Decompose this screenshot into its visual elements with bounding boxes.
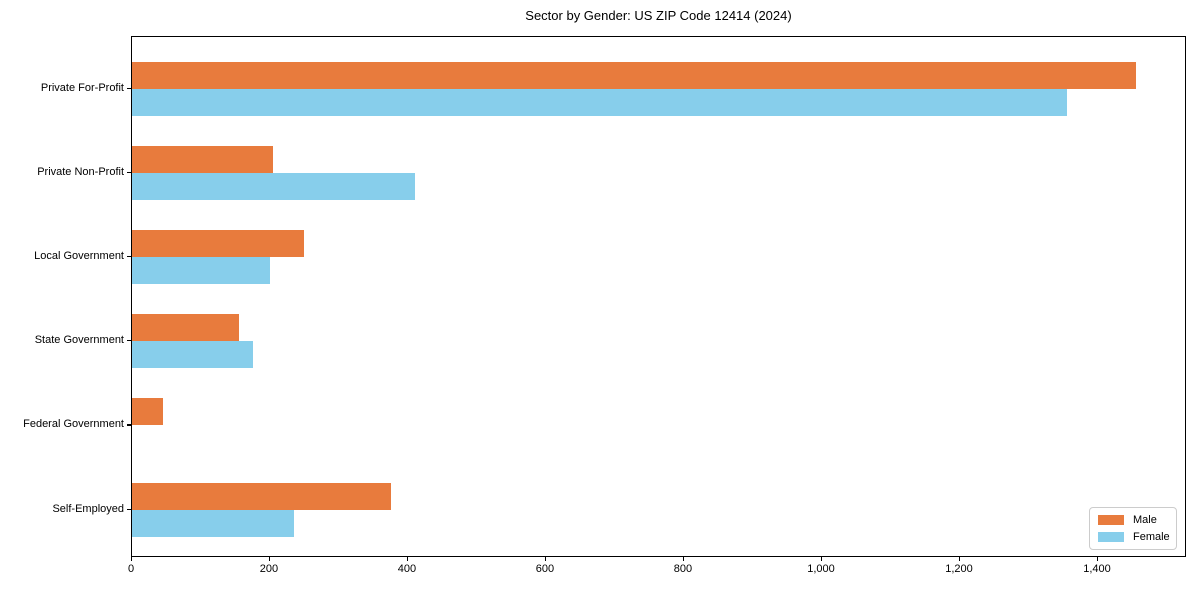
x-tick-mark <box>131 557 133 561</box>
x-tick-mark <box>268 557 271 561</box>
legend-item-female: Female <box>1098 531 1170 543</box>
x-tick-label: 800 <box>673 563 693 575</box>
y-tick-mark <box>127 340 131 342</box>
x-tick-mark <box>958 557 961 561</box>
x-tick-mark <box>1096 557 1099 561</box>
x-tick-label: 1,400 <box>1083 563 1111 575</box>
x-tick-label: 1,000 <box>807 563 835 575</box>
x-tick-mark <box>682 557 685 561</box>
x-tick-mark <box>406 557 409 561</box>
y-tick-mark <box>127 508 131 510</box>
x-tick-label: 400 <box>397 563 417 575</box>
x-tick-label: 200 <box>259 563 279 575</box>
bar-female-0 <box>132 88 1067 116</box>
bar-male-4 <box>132 398 164 426</box>
bar-male-1 <box>132 145 274 173</box>
legend-label-female: Female <box>1133 531 1170 543</box>
x-tick-label: 600 <box>535 563 555 575</box>
legend: Male Female <box>1089 507 1177 550</box>
male-series-swatch <box>1098 515 1124 525</box>
bar-male-5 <box>132 482 391 510</box>
legend-label-male: Male <box>1133 514 1157 526</box>
x-tick-label: 0 <box>127 563 135 575</box>
bar-female-3 <box>132 341 253 369</box>
x-tick-mark <box>544 557 547 561</box>
bar-female-2 <box>132 256 270 284</box>
y-tick-mark <box>127 255 131 258</box>
y-tick-label: Private For-Profit <box>40 81 124 94</box>
legend-item-male: Male <box>1098 514 1168 526</box>
y-tick-label: Local Government <box>34 249 124 262</box>
chart-title: Sector by Gender: US ZIP Code 12414 (202… <box>525 8 792 23</box>
y-tick-label: State Government <box>34 334 124 347</box>
y-tick-label: Self-Employed <box>52 502 124 515</box>
y-tick-mark <box>127 171 131 173</box>
bar-male-0 <box>132 61 1136 89</box>
female-series-swatch <box>1098 532 1124 542</box>
x-tick-label: 1,200 <box>945 563 973 575</box>
y-tick-label: Private Non-Profit <box>37 165 124 178</box>
y-tick-label: Federal Government <box>23 418 124 431</box>
bar-female-1 <box>132 172 415 200</box>
bar-male-3 <box>132 314 239 342</box>
plot-area: Male Female <box>131 36 1186 557</box>
x-tick-mark <box>820 557 823 561</box>
y-tick-mark <box>127 424 131 426</box>
bar-male-2 <box>132 229 305 257</box>
bar-female-5 <box>132 509 295 537</box>
y-tick-mark <box>127 87 131 89</box>
